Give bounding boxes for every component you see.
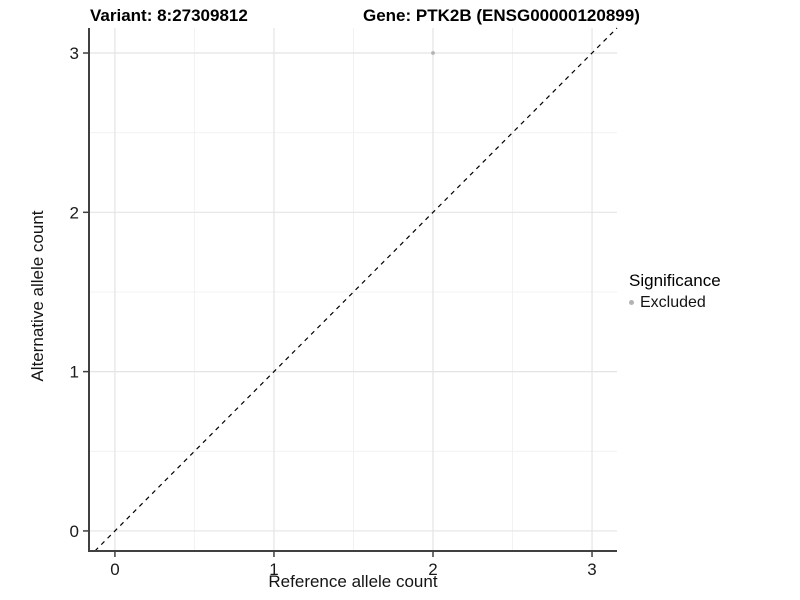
x-tick-label: 3 [587, 560, 596, 579]
y-tick-label: 3 [70, 44, 79, 63]
identity-line [94, 27, 618, 552]
y-tick-label: 0 [70, 522, 79, 541]
legend-entry-excluded: Excluded [629, 293, 721, 312]
y-tick-label: 2 [70, 203, 79, 222]
y-tick-label: 1 [70, 363, 79, 382]
legend-dot-icon [629, 300, 634, 305]
x-tick-label: 0 [110, 560, 119, 579]
x-axis-title: Reference allele count [268, 572, 438, 591]
x-tick-label: 1 [269, 560, 278, 579]
legend-title: Significance [629, 271, 721, 290]
y-axis-title: Alternative allele count [28, 210, 47, 382]
plot-title-variant: Variant: 8:27309812 [90, 6, 248, 25]
plot-title-gene: Gene: PTK2B (ENSG00000120899) [363, 6, 640, 25]
legend: Significance Excluded [629, 271, 721, 312]
legend-entry-label: Excluded [640, 294, 706, 311]
x-tick-label: 2 [428, 560, 437, 579]
data-point [431, 51, 435, 55]
